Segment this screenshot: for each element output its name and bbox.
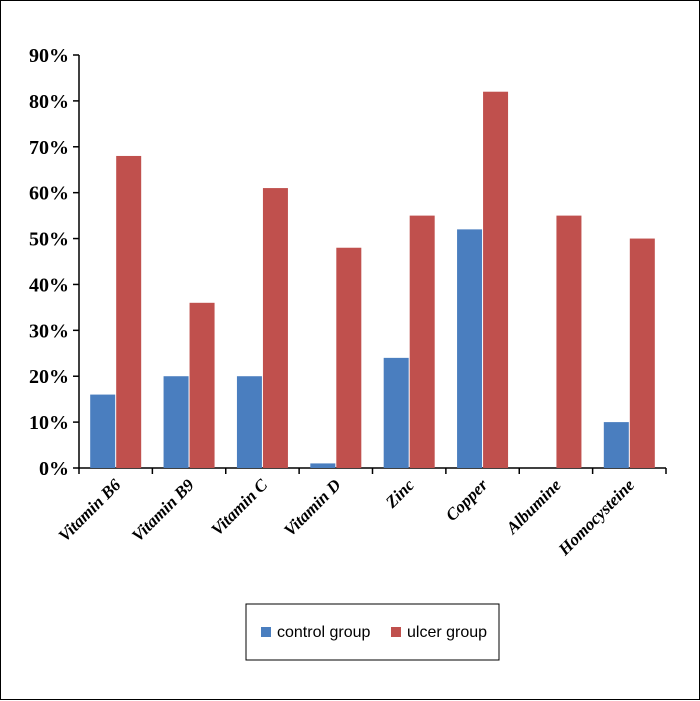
y-tick-label: 80%	[29, 91, 69, 113]
legend-label: control group	[277, 624, 370, 641]
category-label: Copper	[442, 475, 492, 525]
bar-control-group	[603, 422, 629, 468]
category-label: Zinc	[381, 475, 418, 512]
bars	[90, 91, 655, 469]
bar-ulcer-group	[116, 155, 142, 468]
category-label: Vitamin B6	[55, 475, 125, 545]
x-axis	[78, 467, 667, 474]
bar-ulcer-group	[189, 302, 215, 468]
legend-swatch-ulcer-group	[391, 627, 401, 637]
y-tick-label: 30%	[29, 320, 69, 342]
bar-control-group	[163, 376, 189, 468]
category-label: Albumine	[502, 475, 565, 538]
y-tick-label: 90%	[29, 45, 69, 67]
bar-control-group	[90, 394, 116, 468]
legend-box	[245, 603, 500, 661]
bar-control-group	[310, 463, 336, 468]
legend-label: ulcer group	[407, 624, 487, 641]
legend-swatch-control-group	[261, 627, 271, 637]
bar-ulcer-group	[409, 215, 435, 468]
y-tick-label: 20%	[29, 366, 69, 388]
y-tick-label: 50%	[29, 229, 69, 251]
y-tick-label: 40%	[29, 274, 69, 296]
bar-control-group	[236, 376, 262, 468]
bar-ulcer-group	[262, 188, 288, 469]
y-axis: 0% 10% 20% 30% 40% 50% 60% 70% 80% 90%	[29, 45, 80, 480]
y-tick-label: 60%	[29, 183, 69, 205]
category-label: Vitamin D	[280, 475, 345, 540]
bar-control-group	[457, 229, 483, 468]
category-label: Vitamin B9	[128, 475, 198, 545]
bar-ulcer-group	[629, 238, 655, 468]
y-tick-label: 10%	[29, 412, 69, 434]
y-tick-label: 70%	[29, 137, 69, 159]
category-label: Vitamin C	[207, 475, 271, 539]
bar-control-group	[383, 357, 409, 468]
category-label: Homocysteine	[554, 475, 639, 560]
bar-ulcer-group	[336, 247, 362, 468]
legend: control group ulcer group	[245, 603, 500, 661]
category-labels: Vitamin B6 Vitamin B9 Vitamin C Vitamin D Zi…	[55, 475, 639, 560]
y-tick-label: 0%	[39, 458, 69, 480]
bar-ulcer-group	[556, 215, 582, 468]
bar-ulcer-group	[483, 91, 509, 468]
